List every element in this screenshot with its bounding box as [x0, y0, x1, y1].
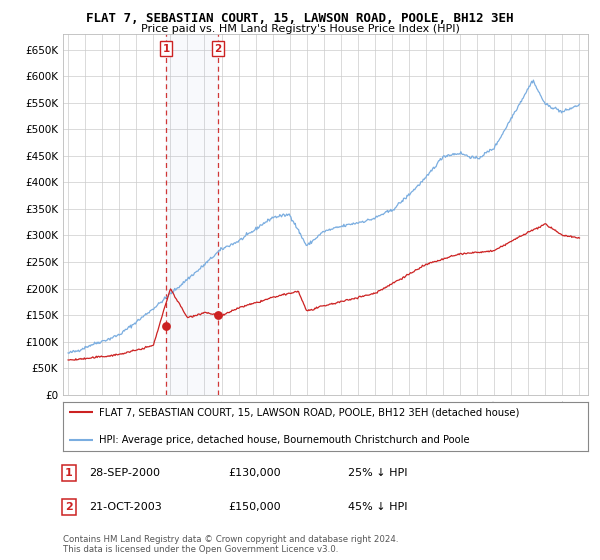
Text: HPI: Average price, detached house, Bournemouth Christchurch and Poole: HPI: Average price, detached house, Bour… [98, 435, 469, 445]
Text: £150,000: £150,000 [228, 502, 281, 512]
Text: 2: 2 [65, 502, 73, 512]
Text: 1: 1 [65, 468, 73, 478]
Text: 25% ↓ HPI: 25% ↓ HPI [348, 468, 407, 478]
Text: FLAT 7, SEBASTIAN COURT, 15, LAWSON ROAD, POOLE, BH12 3EH: FLAT 7, SEBASTIAN COURT, 15, LAWSON ROAD… [86, 12, 514, 25]
Text: 21-OCT-2003: 21-OCT-2003 [89, 502, 161, 512]
Text: FLAT 7, SEBASTIAN COURT, 15, LAWSON ROAD, POOLE, BH12 3EH (detached house): FLAT 7, SEBASTIAN COURT, 15, LAWSON ROAD… [98, 407, 519, 417]
Text: 45% ↓ HPI: 45% ↓ HPI [348, 502, 407, 512]
Text: Price paid vs. HM Land Registry's House Price Index (HPI): Price paid vs. HM Land Registry's House … [140, 24, 460, 34]
Text: Contains HM Land Registry data © Crown copyright and database right 2024.
This d: Contains HM Land Registry data © Crown c… [63, 535, 398, 554]
Text: £130,000: £130,000 [228, 468, 281, 478]
Point [214, 311, 223, 320]
Bar [166, 34, 218, 395]
Text: 28-SEP-2000: 28-SEP-2000 [89, 468, 160, 478]
Point [161, 321, 171, 330]
Text: 1: 1 [163, 44, 170, 54]
Text: 2: 2 [214, 44, 222, 54]
